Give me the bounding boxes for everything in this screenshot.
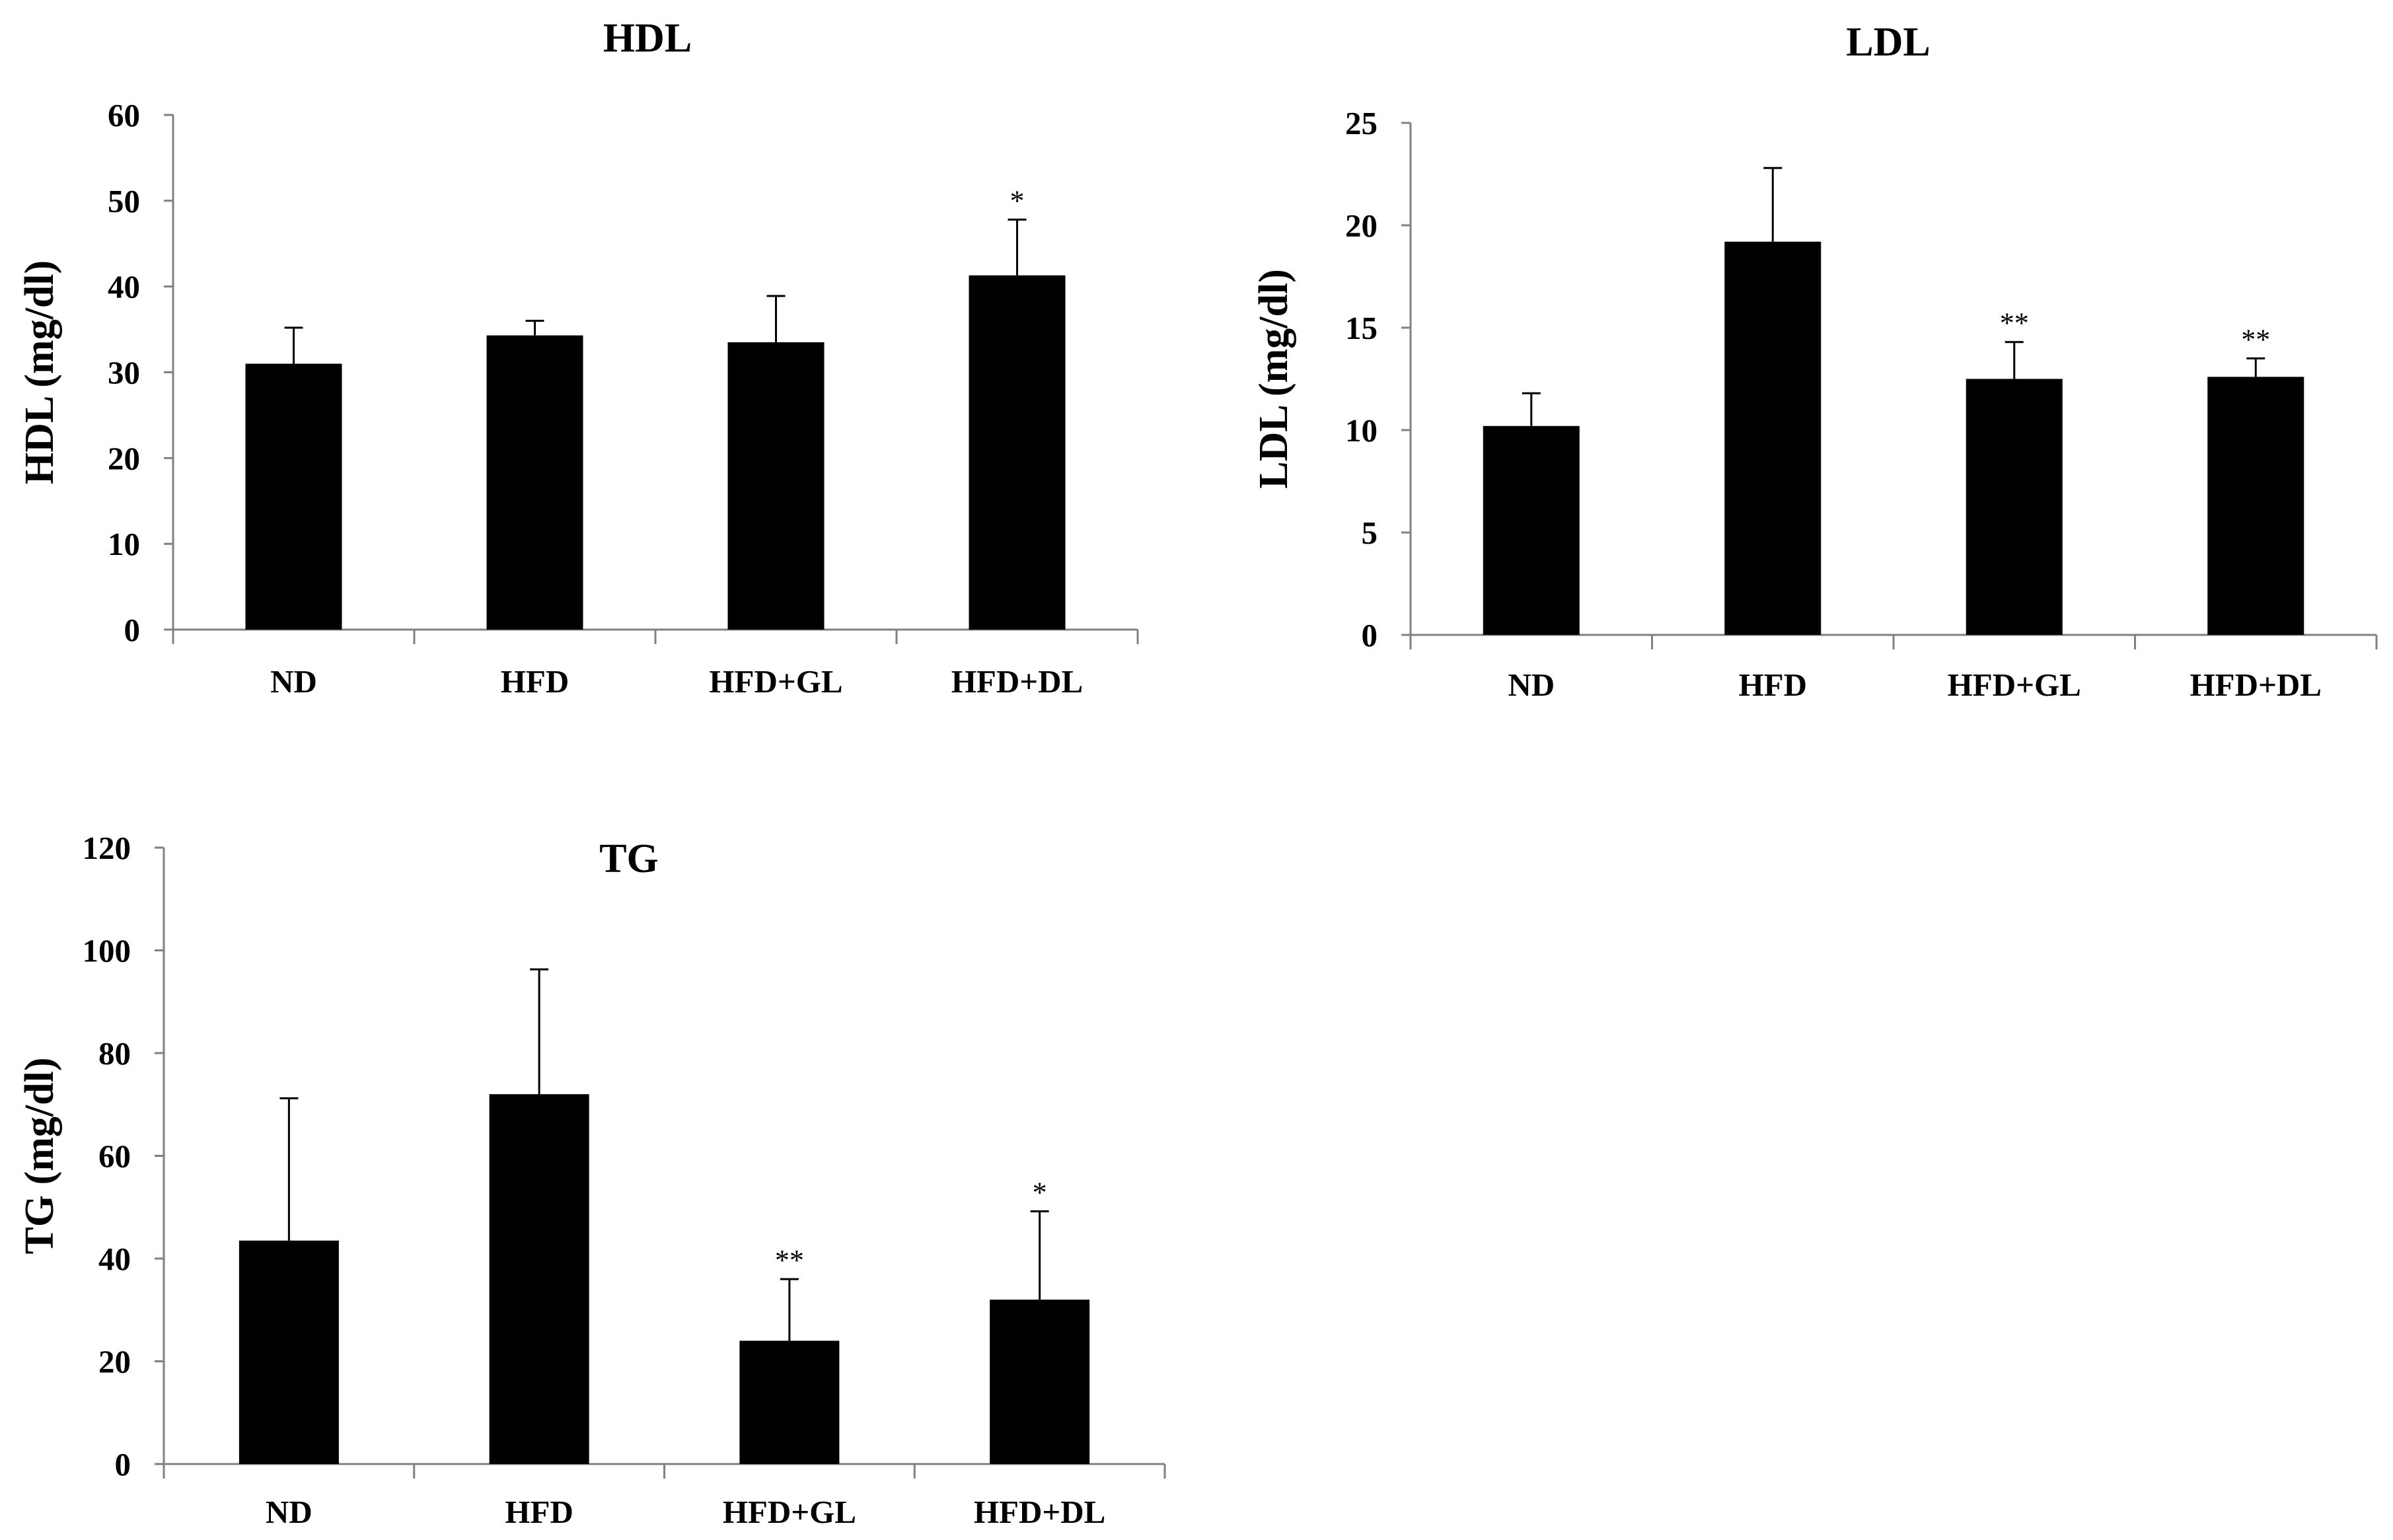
- tg-y-tick-label: 60: [98, 1138, 131, 1175]
- hdl-bar-hfd: [486, 335, 583, 630]
- ldl-y-tick-label: 0: [1362, 617, 1378, 653]
- tg-bar-hfd: [489, 1094, 589, 1464]
- ldl-y-tick-label: 10: [1345, 412, 1378, 449]
- ldl-category-label: HFD: [1739, 667, 1807, 703]
- ldl-bar-hfd: [1724, 241, 1822, 635]
- hdl-y-tick-label: 0: [124, 612, 141, 648]
- hdl-y-tick-label: 50: [108, 183, 140, 219]
- tg-y-tick-label: 20: [98, 1344, 131, 1380]
- tg-y-tick-label: 100: [83, 933, 131, 969]
- ldl-category-label: ND: [1508, 667, 1555, 703]
- ldl-y-tick-label: 5: [1362, 515, 1378, 551]
- hdl-bar-hfd-plus-dl: [969, 275, 1066, 630]
- tg-y-tick-label: 120: [83, 830, 131, 866]
- hdl-bar-hfd-plus-gl: [727, 342, 825, 630]
- tg-significance-marker: *: [1033, 1176, 1047, 1208]
- hdl-y-tick-label: 30: [108, 355, 140, 391]
- hdl-chart-title: HDL: [603, 16, 692, 61]
- ldl-y-axis-label: LDL (mg/dl): [1251, 269, 1296, 488]
- tg-category-label: ND: [266, 1494, 313, 1530]
- ldl-significance-marker: **: [2000, 307, 2029, 340]
- hdl-bar-nd: [245, 363, 342, 630]
- tg-category-label: HFD+GL: [723, 1494, 856, 1530]
- hdl-y-tick-label: 40: [108, 269, 140, 305]
- hdl-category-label: ND: [270, 663, 317, 700]
- tg-chart-panel: TG TG (mg/dl) 0 20 40 60 80 100 120 ND HFD ** HFD+GL…: [17, 830, 1166, 1530]
- ldl-y-tick-label: 20: [1345, 207, 1378, 244]
- ldl-bar-nd: [1483, 425, 1580, 635]
- ldl-category-label: HFD+DL: [2190, 667, 2322, 703]
- tg-y-axis-label: TG (mg/dl): [17, 1058, 62, 1255]
- tg-category-label: HFD: [505, 1494, 573, 1530]
- ldl-chart-panel: LDL LDL (mg/dl) 0 5 10 15 20 25 ND HFD ** HFD+GL ** H…: [1251, 20, 2378, 703]
- tg-bar-hfd-plus-dl: [990, 1300, 1090, 1464]
- hdl-y-tick-label: 20: [108, 440, 140, 476]
- hdl-chart-panel: HDL HDL (mg/dl) 0 10 20 30 40 50 60 ND HFD HFD+GL * H…: [17, 16, 1139, 700]
- tg-category-label: HFD+DL: [974, 1494, 1105, 1530]
- tg-chart-title: TG: [599, 836, 659, 881]
- hdl-y-tick-label: 60: [108, 97, 140, 133]
- tg-significance-marker: **: [775, 1244, 804, 1276]
- hdl-y-tick-label: 10: [108, 526, 140, 562]
- tg-y-tick-label: 0: [115, 1446, 131, 1483]
- tg-y-tick-label: 80: [98, 1035, 131, 1072]
- hdl-significance-marker: *: [1010, 184, 1025, 217]
- tg-bar-hfd-plus-gl: [739, 1340, 840, 1464]
- hdl-y-axis-label: HDL (mg/dl): [17, 260, 62, 484]
- ldl-y-tick-label: 25: [1345, 105, 1378, 141]
- hdl-category-label: HFD+DL: [951, 663, 1083, 700]
- ldl-chart-title: LDL: [1846, 20, 1930, 65]
- ldl-significance-marker: **: [2241, 324, 2270, 356]
- ldl-bar-hfd-plus-dl: [2207, 377, 2304, 635]
- ldl-category-label: HFD+GL: [1948, 667, 2081, 703]
- tg-y-tick-label: 40: [98, 1241, 131, 1277]
- tg-bar-nd: [239, 1240, 339, 1464]
- hdl-category-label: HFD: [501, 663, 569, 700]
- ldl-bar-hfd-plus-gl: [1966, 379, 2063, 635]
- ldl-y-tick-label: 15: [1345, 310, 1378, 346]
- hdl-category-label: HFD+GL: [709, 663, 842, 700]
